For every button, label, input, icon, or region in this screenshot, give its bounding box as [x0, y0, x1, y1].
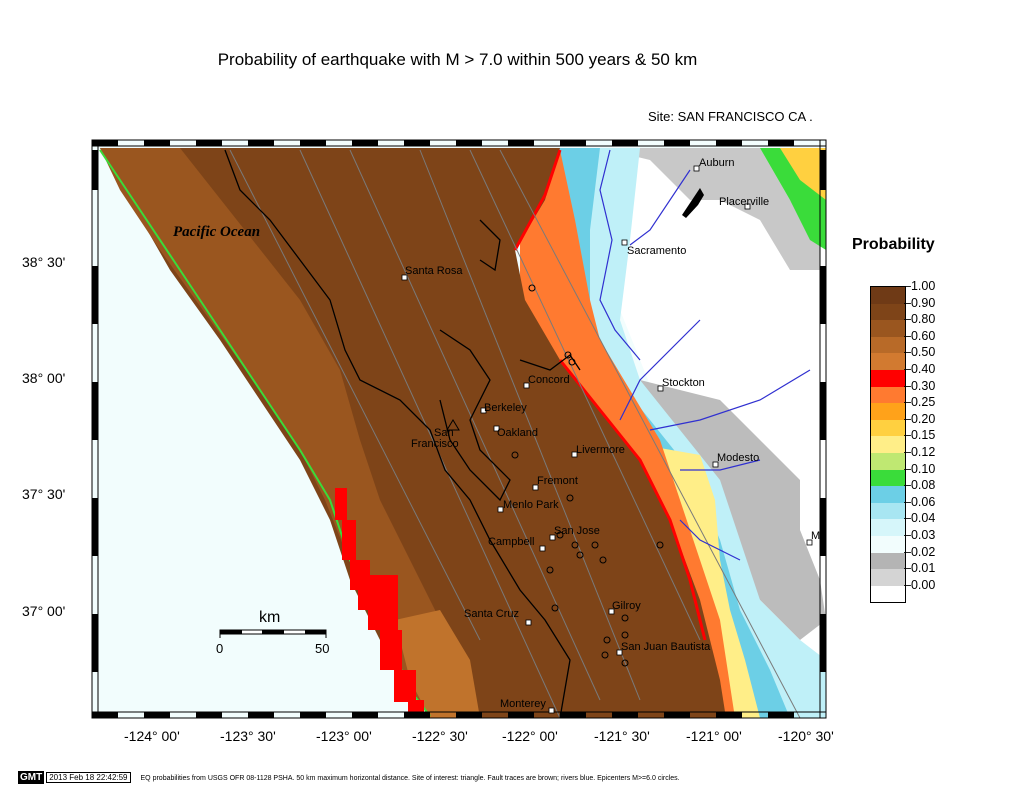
legend-tick-label: –0.25: [904, 395, 936, 410]
lat-label-37-30: 37° 30': [22, 486, 66, 502]
lake: [682, 188, 704, 218]
legend-swatch: [871, 320, 905, 337]
site-label: Site: SAN FRANCISCO CA .: [648, 109, 813, 124]
city-berkeley: Berkeley: [484, 402, 527, 414]
epicenter-circles: [511, 284, 664, 667]
city-oakland: Oakland: [497, 427, 538, 439]
scale-min: 0: [216, 641, 224, 656]
footer: GMT 2013 Feb 18 22:42:59 EQ probabilities …: [18, 771, 680, 784]
city-livermore: Livermore: [576, 444, 625, 456]
legend-tick-label: –0.40: [904, 362, 936, 376]
rivers: [599, 149, 811, 561]
scale-max: 50: [315, 641, 330, 656]
legend-swatch: [871, 502, 905, 520]
zone-p002-north: [600, 148, 820, 270]
legend-swatch: [871, 469, 905, 487]
city-auburn: Auburn: [699, 157, 735, 169]
legend-swatch: [871, 353, 905, 370]
map-title: Probability of earthquake with M > 7.0 w…: [217, 50, 698, 69]
offshore-red-cells: [335, 488, 424, 716]
city-markers: [401, 165, 813, 714]
city-m: M: [811, 530, 821, 542]
legend-swatch: [871, 585, 905, 603]
legend-tick-label: –0.06: [904, 494, 936, 509]
legend-swatch: [871, 519, 905, 536]
legend-tick-label: –0.02: [904, 544, 936, 559]
lat-label-37-00: 37° 00': [22, 603, 66, 619]
city-san-jose: San Jose: [554, 525, 600, 537]
lon-label-120-30: -120° 30': [778, 728, 834, 744]
legend-swatch: [871, 552, 905, 570]
lon-label-123-30: -123° 30': [220, 728, 276, 744]
legend-colorbar: [870, 286, 906, 604]
city-campbell: Campbell: [488, 536, 535, 548]
legend-tick-label: –0.15: [904, 428, 936, 443]
city-placerville: Placerville: [719, 196, 770, 208]
city-francisco: Francisco: [411, 438, 459, 450]
red-edge-north: [513, 149, 562, 251]
lat-label-38-00: 38° 00': [22, 370, 66, 386]
city-sacramento: Sacramento: [627, 245, 687, 257]
legend-swatch: [871, 436, 905, 453]
ocean-label: Pacific Ocean: [173, 224, 261, 240]
city-stockton: Stockton: [662, 377, 705, 389]
city-fremont: Fremont: [537, 475, 578, 487]
legend-swatch: [871, 336, 905, 354]
legend-title: Probability: [852, 236, 935, 253]
lon-label-122-30: -122° 30': [412, 728, 468, 744]
scale-bar: [219, 629, 327, 638]
city-menlo-park: Menlo Park: [503, 499, 559, 511]
city-santa-cruz: Santa Cruz: [464, 608, 520, 620]
legend-tick-label: –0.01: [904, 561, 936, 576]
legend-swatch: [871, 386, 905, 404]
zone-p060: [395, 610, 480, 718]
legend-tick-label: –0.12: [904, 445, 936, 459]
site-triangle: [446, 419, 460, 431]
legend-tick-label: –0.80: [904, 312, 936, 327]
legend-swatch: [871, 419, 905, 437]
lon-label-121-00: -121° 00': [686, 728, 742, 744]
footer-caption: EQ probabilities from USGS OFR 08-1128 P…: [140, 775, 680, 782]
city-gilroy: Gilroy: [612, 600, 641, 612]
legend-swatch: [871, 287, 905, 304]
legend-swatch: [871, 452, 905, 470]
zone-p008: [550, 148, 790, 718]
lat-label-38-30: 38° 30': [22, 254, 66, 270]
legend-swatch: [871, 486, 905, 503]
legend-tick-label: –1.00: [904, 279, 936, 293]
city-san: San: [434, 427, 454, 439]
lon-label-121-30: -121° 30': [594, 728, 650, 744]
fault-traces: [229, 149, 801, 719]
timestamp: 2013 Feb 18 22:42:59: [46, 772, 131, 783]
legend-tick-label: –0.08: [904, 478, 936, 493]
legend-swatch: [871, 403, 905, 420]
city-santa-rosa: Santa Rosa: [405, 265, 463, 277]
legend-tick-label: –0.03: [904, 528, 936, 542]
lon-label-123-00: -123° 00': [316, 728, 372, 744]
legend-tick-label: –0.00: [904, 577, 936, 592]
legend-swatch: [871, 303, 905, 321]
city-concord: Concord: [528, 374, 570, 386]
legend-swatch: [871, 369, 905, 387]
lon-label-122-00: -122° 00': [502, 728, 558, 744]
frame-ticks: [91, 139, 827, 719]
lon-label-124-00: -124° 00': [124, 728, 180, 744]
legend-tick-label: –0.90: [904, 295, 936, 310]
zone-p020-ne: [780, 148, 826, 200]
red-edge-south: [558, 359, 707, 641]
city-san-juan-bautista: San Juan Bautista: [621, 641, 711, 653]
legend-tick-label: –0.50: [904, 345, 936, 360]
gmt-badge: GMT: [18, 771, 45, 784]
scale-unit: km: [259, 609, 281, 626]
legend-tick-label: –0.30: [904, 378, 936, 393]
legend-tick-label: –0.04: [904, 511, 936, 526]
city-monterey: Monterey: [500, 698, 546, 710]
legend-swatch: [871, 569, 905, 586]
legend-tick-label: –0.20: [904, 411, 936, 426]
legend-tick-label: –0.60: [904, 328, 936, 343]
legend-tick-label: –0.10: [904, 461, 936, 476]
legend-swatch: [871, 535, 905, 553]
city-modesto: Modesto: [717, 452, 760, 464]
